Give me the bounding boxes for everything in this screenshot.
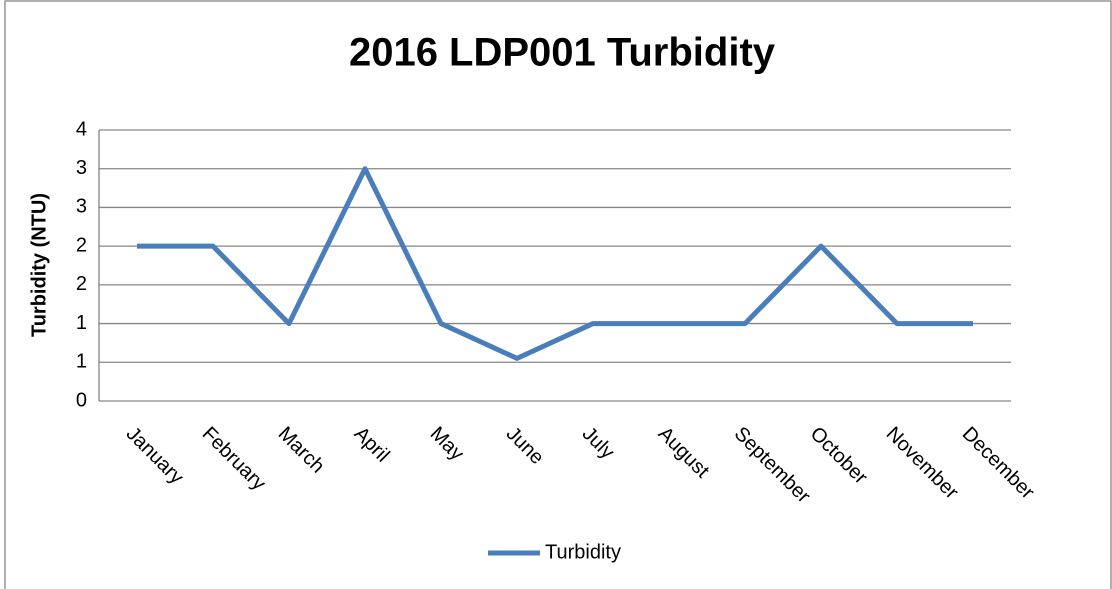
series-line: [137, 166, 973, 361]
y-tick-label: 3: [76, 196, 87, 218]
y-tick-label: 1: [76, 312, 87, 334]
chart-title: 2016 LDP001 Turbidity: [349, 31, 776, 75]
y-tick-label: 2: [76, 273, 87, 295]
legend-label: Turbidity: [545, 541, 621, 563]
y-tick-label: 4: [76, 118, 87, 140]
chart-frame: [4, 0, 1112, 589]
y-tick-label: 0: [76, 389, 87, 411]
y-tick-label: 2: [76, 234, 87, 256]
y-tick-label: 1: [76, 351, 87, 373]
y-axis-label: Turbidity (NTU): [28, 193, 50, 337]
y-tick-label: 3: [76, 157, 87, 179]
